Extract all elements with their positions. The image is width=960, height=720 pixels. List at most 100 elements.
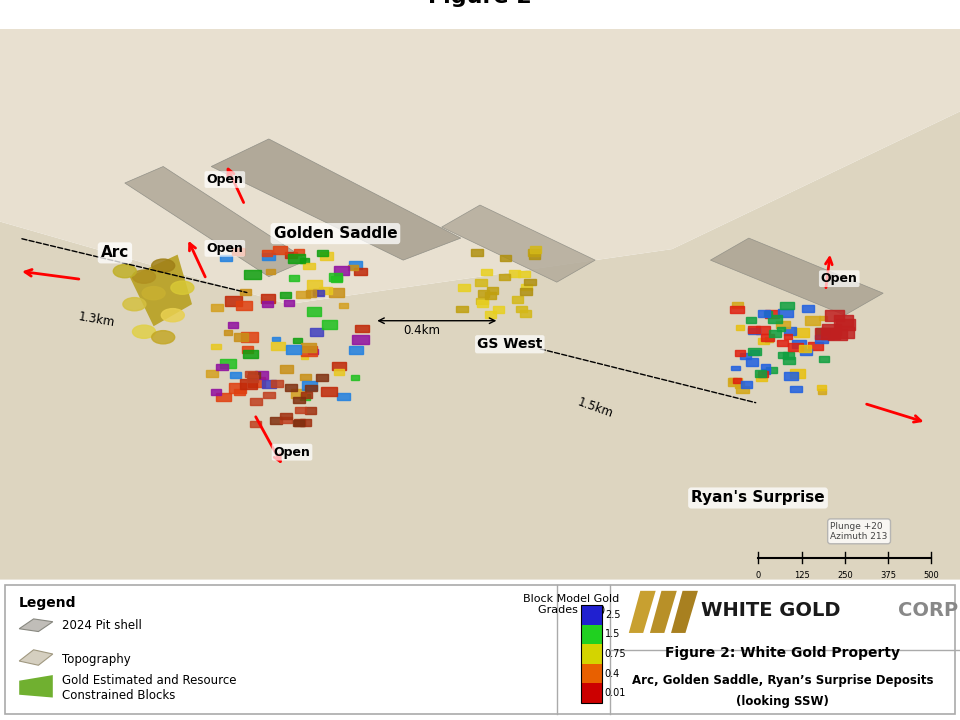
Bar	[317, 374, 328, 381]
Bar	[205, 370, 218, 377]
Bar	[229, 383, 246, 393]
Text: GS West: GS West	[477, 337, 542, 351]
Bar	[305, 290, 317, 297]
Bar	[220, 255, 231, 261]
Bar	[288, 254, 305, 264]
Bar	[297, 291, 310, 298]
Bar	[280, 292, 291, 298]
Bar	[250, 398, 261, 405]
Bar	[499, 255, 511, 261]
Bar	[485, 311, 496, 318]
Polygon shape	[710, 238, 883, 315]
Text: 250: 250	[837, 572, 852, 580]
Bar	[834, 326, 853, 338]
Bar	[255, 371, 268, 379]
Bar	[348, 261, 362, 269]
Bar	[768, 315, 782, 323]
Bar	[294, 338, 302, 343]
Bar	[740, 353, 751, 359]
Bar	[485, 292, 496, 299]
Bar	[329, 288, 344, 297]
Bar	[320, 253, 332, 260]
Bar	[800, 345, 811, 352]
Bar	[243, 350, 257, 358]
Bar	[216, 364, 228, 370]
Bar	[249, 372, 260, 378]
Bar	[581, 605, 602, 703]
Bar	[350, 375, 359, 380]
Bar	[262, 300, 274, 307]
Bar	[331, 276, 342, 282]
Bar	[303, 263, 315, 269]
Bar	[247, 375, 258, 382]
Text: 125: 125	[794, 572, 809, 580]
Bar	[305, 384, 317, 392]
Bar	[741, 381, 753, 388]
Text: 500: 500	[924, 572, 939, 580]
Bar	[293, 420, 304, 426]
Bar	[239, 289, 251, 295]
Bar	[783, 328, 796, 335]
Bar	[783, 334, 792, 338]
Text: 1.3km: 1.3km	[77, 310, 115, 329]
Bar	[211, 343, 221, 349]
Bar	[819, 356, 829, 362]
Bar	[355, 325, 369, 333]
Bar	[728, 378, 742, 386]
Circle shape	[171, 281, 194, 294]
Bar	[332, 362, 346, 370]
Bar	[520, 310, 532, 317]
Bar	[284, 300, 295, 306]
Text: Arc: Arc	[101, 246, 129, 261]
Bar	[266, 269, 275, 274]
Bar	[234, 389, 245, 395]
Circle shape	[132, 325, 156, 338]
Circle shape	[161, 309, 184, 322]
Bar	[758, 372, 768, 377]
Bar	[348, 346, 363, 354]
Bar	[780, 302, 794, 310]
Text: 375: 375	[880, 572, 896, 580]
Polygon shape	[130, 255, 192, 326]
Text: CORP: CORP	[898, 601, 958, 620]
Bar	[211, 304, 223, 310]
Bar	[750, 350, 759, 355]
Bar	[262, 251, 272, 256]
Bar	[456, 306, 468, 312]
Bar	[815, 336, 828, 343]
Bar	[300, 258, 309, 263]
Bar	[746, 359, 758, 366]
Bar	[280, 413, 292, 419]
Bar	[530, 246, 541, 253]
Bar	[512, 296, 523, 303]
Polygon shape	[125, 166, 307, 276]
Bar	[231, 248, 245, 256]
Polygon shape	[650, 591, 677, 633]
Bar	[822, 324, 841, 335]
Bar	[270, 417, 281, 423]
Bar	[735, 325, 744, 330]
Bar	[802, 305, 814, 312]
Bar	[318, 250, 328, 256]
Bar	[272, 342, 284, 350]
Bar	[758, 338, 769, 344]
Bar	[301, 343, 316, 351]
Text: 0.01: 0.01	[605, 688, 626, 698]
Bar	[323, 320, 337, 328]
Text: Figure 2: White Gold Property: Figure 2: White Gold Property	[665, 646, 900, 660]
Bar	[289, 274, 300, 281]
Bar	[337, 393, 349, 400]
Text: Figure 2: Figure 2	[428, 0, 532, 6]
Bar	[348, 264, 358, 270]
Bar	[509, 270, 520, 277]
Bar	[777, 320, 790, 328]
Bar	[481, 269, 492, 275]
Text: Open: Open	[206, 242, 243, 255]
Bar	[783, 357, 795, 364]
Bar	[807, 341, 823, 350]
Bar	[300, 354, 308, 359]
Bar	[458, 284, 469, 291]
Bar	[477, 290, 489, 297]
Bar	[731, 305, 744, 313]
Bar	[755, 370, 766, 377]
